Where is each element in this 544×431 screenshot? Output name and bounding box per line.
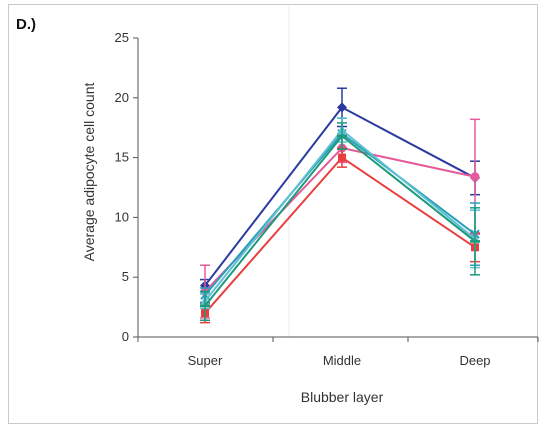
data-point [470,172,480,182]
y-tick-label: 10 [115,209,129,224]
y-tick-label: 5 [122,269,129,284]
x-tick-label: Middle [323,353,361,368]
series-6 [200,122,480,322]
x-axis-title: Blubber layer [301,389,384,405]
x-tick-label: Deep [459,353,490,368]
data-point [337,102,347,113]
panel-label: D.) [16,16,36,33]
series-layer [200,87,480,324]
y-tick-label: 0 [122,329,129,344]
series-line [204,156,476,314]
y-axis-title: Average adipocyte cell count [81,83,97,262]
x-tick-label: Super [188,353,223,368]
chart-frame [8,4,538,424]
y-tick-label: 20 [115,90,129,105]
axes: 0 5 10 15 20 25 Super Middle Deep [115,30,539,368]
data-point [338,153,346,162]
y-tick-label: 25 [115,30,129,45]
y-tick-label: 15 [115,150,129,165]
series-3 [200,147,480,324]
